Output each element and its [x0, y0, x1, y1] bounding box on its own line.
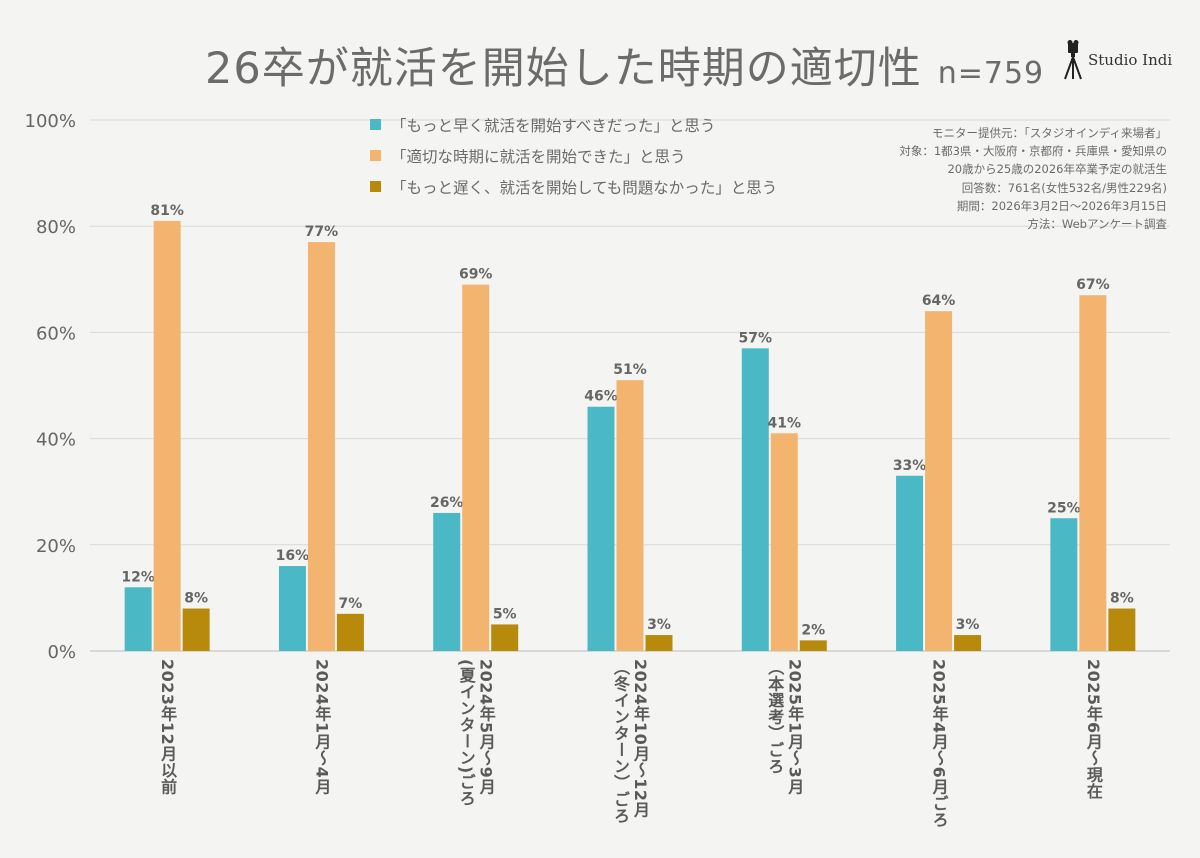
y-tick-label: 20%: [36, 536, 76, 557]
data-label: 3%: [956, 617, 980, 633]
data-label: 26%: [430, 495, 464, 511]
data-label: 8%: [1110, 591, 1134, 607]
note-line: 方法：Webアンケート調査: [1027, 217, 1167, 232]
data-label: 77%: [305, 224, 339, 240]
sample-size: n=759: [937, 56, 1045, 91]
bar: [645, 635, 673, 651]
legend-item: 「もっと遅く、就活を開始しても問題なかった」と思う: [370, 176, 777, 197]
legend-item: 「もっと早く就活を開始すべきだった」と思う: [370, 114, 777, 135]
bar: [153, 220, 181, 651]
x-tick-label: 2025年4月～6月ごろ: [929, 659, 949, 828]
note-line: 20歳から25歳の2026年卒業予定の就活生: [947, 162, 1167, 177]
data-label: 5%: [493, 606, 517, 622]
camera-tripod-icon: [1064, 40, 1082, 80]
bar: [307, 242, 335, 651]
brand-logo: Studio Indi: [1062, 40, 1172, 80]
bar: [896, 475, 924, 651]
note-line: モニター提供元：「スタジオインディ来場者」: [932, 126, 1167, 140]
x-tick-label: 2024年10月～12月 （冬インターン）ごろ: [611, 659, 650, 824]
y-tick-label: 80%: [36, 217, 76, 238]
data-label: 16%: [276, 548, 310, 564]
bar: [462, 284, 490, 651]
y-tick-label: 40%: [36, 430, 76, 451]
legend-item: 「適切な時期に就活を開始できた」と思う: [370, 145, 777, 166]
data-label: 33%: [893, 458, 927, 474]
bar: [616, 380, 644, 651]
legend-swatch: [370, 150, 381, 161]
data-label: 51%: [613, 362, 647, 378]
chart-legend: 「もっと早く就活を開始すべきだった」と思う 「適切な時期に就活を開始できた」と思う…: [370, 114, 777, 207]
data-label: 2%: [801, 622, 825, 638]
x-tick-label: 2024年5月～9月 (夏インターン)ごろ: [456, 659, 496, 807]
title-text: 26卒が就活を開始した時期の適切性: [205, 44, 922, 94]
data-label: 46%: [584, 389, 618, 405]
x-tick-label: 2024年1月～4月: [312, 659, 332, 795]
data-label: 69%: [459, 267, 493, 283]
data-label: 81%: [150, 203, 184, 219]
note-line: 対象：1都3県・大阪府・京都府・兵庫県・愛知県の: [899, 144, 1167, 159]
legend-label: 「もっと早く就活を開始すべきだった」と思う: [391, 116, 716, 135]
note-line: 期間：2026年3月2日～2026年3月15日: [956, 198, 1167, 213]
y-tick-label: 60%: [36, 323, 76, 344]
bar: [278, 566, 306, 651]
bar: [491, 624, 519, 651]
brand-name: Studio Indi: [1088, 51, 1173, 69]
bar: [1108, 608, 1136, 651]
bar: [433, 512, 461, 651]
legend-label: 「もっと遅く、就活を開始しても問題なかった」と思う: [391, 178, 778, 197]
chart-title: 26卒が就活を開始した時期の適切性 n=759: [205, 34, 1044, 96]
bar: [741, 348, 769, 651]
data-label: 25%: [1047, 500, 1081, 516]
data-label: 3%: [647, 617, 671, 633]
x-tick-label: 2025年1月～3月 （本選考）ごろ: [765, 659, 805, 795]
x-tick-label: 2025年6月～現在: [1083, 659, 1103, 800]
bar: [1079, 295, 1107, 651]
data-label: 41%: [768, 415, 802, 431]
legend-swatch: [370, 181, 381, 192]
bar: [124, 587, 152, 651]
legend-swatch: [370, 119, 381, 130]
bar: [799, 640, 827, 651]
x-tick-label: 2023年12月以前: [158, 659, 178, 795]
note-line: 回答数：761名(女性532名/男性229名): [961, 180, 1167, 195]
bar: [336, 613, 364, 651]
bar: [1050, 518, 1078, 651]
data-label: 7%: [339, 596, 363, 612]
survey-notes: モニター提供元：「スタジオインディ来場者」 対象：1都3県・大阪府・京都府・兵庫…: [899, 124, 1167, 233]
bar: [954, 635, 982, 651]
bar: [770, 433, 798, 651]
data-label: 57%: [739, 330, 773, 346]
legend-label: 「適切な時期に就活を開始できた」と思う: [391, 147, 686, 166]
data-label: 67%: [1076, 277, 1110, 293]
data-label: 8%: [184, 591, 208, 607]
data-label: 12%: [121, 569, 155, 585]
y-tick-label: 0%: [47, 642, 76, 663]
y-tick-label: 100%: [25, 111, 76, 132]
bar: [182, 608, 210, 651]
data-label: 64%: [922, 293, 956, 309]
bar: [587, 406, 615, 651]
bar: [925, 311, 953, 651]
